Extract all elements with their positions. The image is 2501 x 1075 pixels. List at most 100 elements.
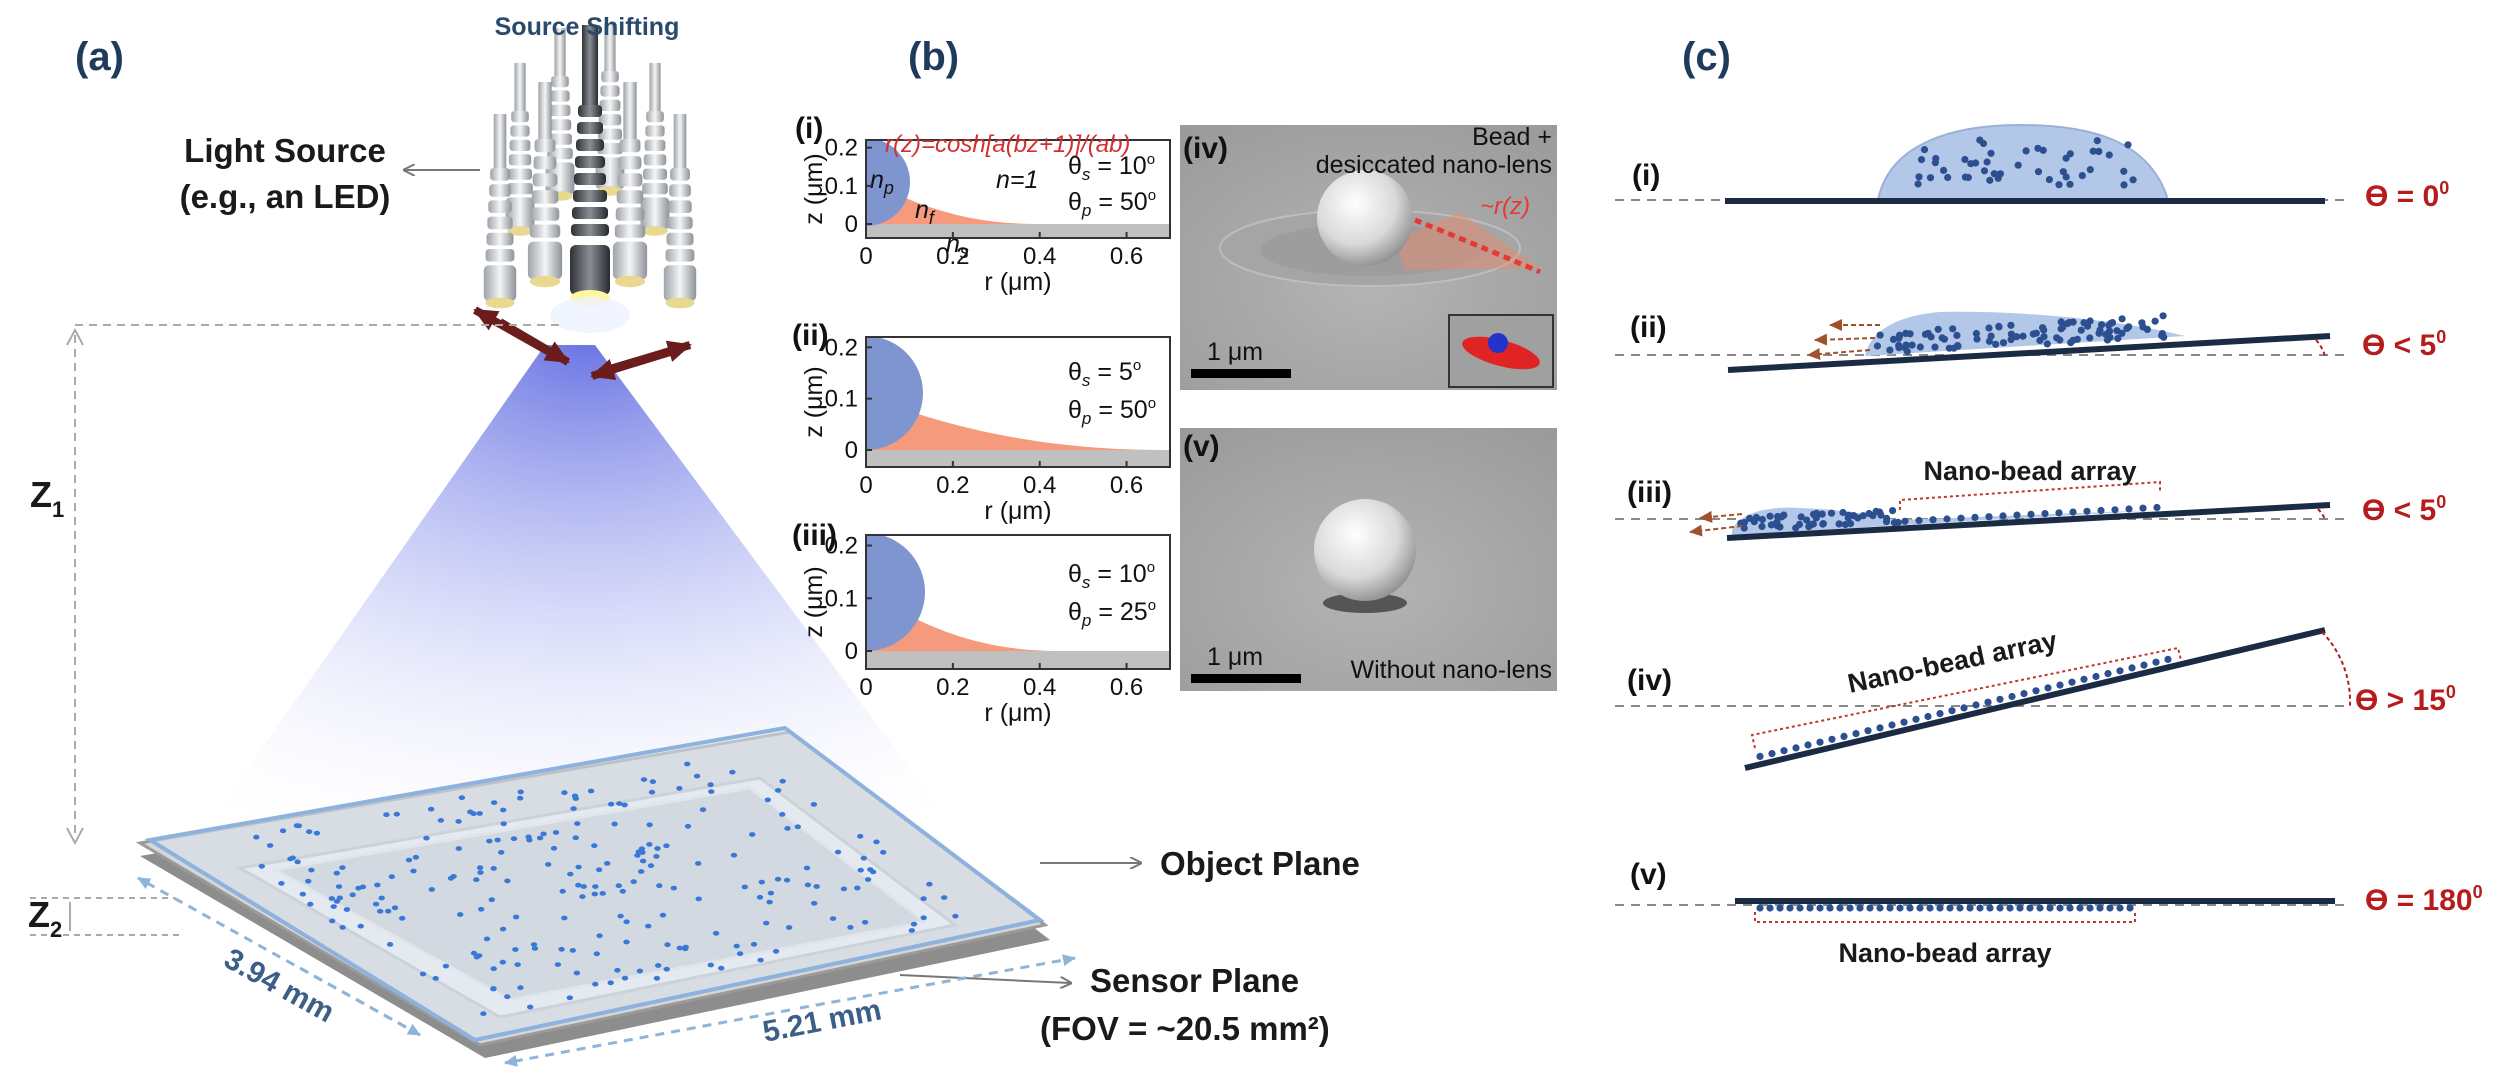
bead-dot <box>749 832 756 837</box>
nano-bead <box>2029 330 2037 338</box>
bead-dot <box>536 835 544 841</box>
nano-bead <box>1914 180 1922 188</box>
bead-dot <box>253 834 260 840</box>
bead-dot <box>676 945 683 951</box>
x-tick-label: 0.6 <box>1110 472 1143 499</box>
y-tick-label: 0.1 <box>825 386 858 413</box>
nano-bead <box>2007 336 2015 344</box>
nano-bead <box>1979 139 1988 148</box>
bead-dot <box>592 981 599 987</box>
stage-i: (i) ϴ = 00 <box>1615 123 2449 213</box>
bead-dot <box>561 915 568 921</box>
bead-dot <box>552 830 560 835</box>
bead-dot <box>639 858 647 864</box>
bead-dot <box>733 943 740 949</box>
nano-bead <box>1972 701 1980 709</box>
bead-dot <box>499 926 507 932</box>
led-center <box>550 25 630 333</box>
nano-bead <box>1946 904 1954 912</box>
nano-bead <box>1917 156 1926 164</box>
nano-bead <box>1896 331 1904 339</box>
bead-dot <box>763 920 770 926</box>
bead-dot <box>531 946 539 951</box>
bead-dot <box>343 907 351 912</box>
bead-dot <box>684 761 691 767</box>
scale-label-iv: 1 μm <box>1207 338 1263 366</box>
nano-bead <box>1915 516 1923 525</box>
bead-dot <box>654 846 661 851</box>
nano-bead <box>1889 507 1897 515</box>
nano-bead <box>1876 331 1884 339</box>
bead-dot <box>718 965 725 971</box>
nano-bead <box>1920 146 1929 154</box>
nano-bead <box>2153 503 2161 512</box>
bead-dot <box>663 843 670 849</box>
bead-dot <box>504 994 511 1000</box>
bead-dot <box>766 899 773 905</box>
bead-dot <box>428 887 435 892</box>
nano-bead <box>2013 333 2021 341</box>
bead-dot <box>649 779 657 785</box>
bead-dot <box>779 812 786 817</box>
nano-bead <box>2007 321 2015 329</box>
bead-dot <box>741 884 748 890</box>
bead-dot <box>328 896 335 901</box>
length-label: 5.21 mm <box>760 994 884 1049</box>
nano-bead <box>1916 904 1924 912</box>
nano-bead <box>2077 326 2085 334</box>
plot-ii-label: (ii) <box>792 319 829 352</box>
nano-bead <box>1776 904 1784 912</box>
bead-dot <box>423 835 430 841</box>
bead-dot <box>500 807 507 813</box>
nano-bead <box>2086 334 2094 342</box>
nano-bead <box>1818 510 1826 518</box>
nano-bead <box>1768 750 1776 758</box>
bead-dot <box>647 863 655 869</box>
y-axis-label: z (μm) <box>800 566 828 637</box>
stage-ii: (ii) ϴ < 50 <box>1615 311 2446 373</box>
nano-bead <box>1990 170 1998 178</box>
bead-dot <box>432 976 439 981</box>
bead-dot <box>729 769 736 775</box>
bead-dot <box>663 966 670 972</box>
stage-iii-angle: ϴ < 50 <box>2362 492 2446 527</box>
nano-bead <box>2105 321 2113 329</box>
nano-bead <box>1926 904 1934 912</box>
nano-bead <box>2086 904 2094 912</box>
nano-bead <box>1906 904 1914 912</box>
x-tick-label: 0.2 <box>936 674 969 701</box>
film-profile-iii <box>866 603 1062 651</box>
bead-dot <box>336 895 344 901</box>
nano-bead <box>2032 687 2040 695</box>
plot-i-label: (i) <box>795 112 823 145</box>
nano-bead <box>2008 692 2016 701</box>
panel-a-label: (a) <box>75 35 124 79</box>
bead-dot <box>861 919 869 925</box>
bead-dot <box>604 861 611 866</box>
bead-dot <box>664 942 671 948</box>
nano-bead <box>1859 512 1867 520</box>
width-dimension-b <box>299 966 421 1037</box>
nano-bead <box>1948 707 1956 715</box>
light-source-example: (e.g., an LED) <box>180 178 391 215</box>
x-axis-label: r (μm) <box>984 268 1051 296</box>
bead-dot <box>648 789 656 795</box>
bead-dot <box>294 859 301 865</box>
sem-v-label: (v) <box>1183 430 1220 463</box>
nano-bead <box>1966 904 1974 912</box>
bead-dot <box>308 867 315 873</box>
y-tick-label: 0.1 <box>825 173 858 200</box>
y-tick-label: 0.2 <box>825 533 858 560</box>
nano-bead <box>2125 505 2133 513</box>
nano-bead <box>1932 154 1940 163</box>
nano-bead <box>1816 738 1824 746</box>
bead-dot <box>655 963 662 968</box>
stage-i-label: (i) <box>1632 159 1660 192</box>
nano-bead <box>1796 904 1804 912</box>
bead-dot <box>869 869 877 875</box>
bead-dot <box>266 843 274 848</box>
bead-dot <box>305 878 312 884</box>
bead-dot <box>307 901 314 907</box>
y-tick-label: 0 <box>845 211 858 238</box>
